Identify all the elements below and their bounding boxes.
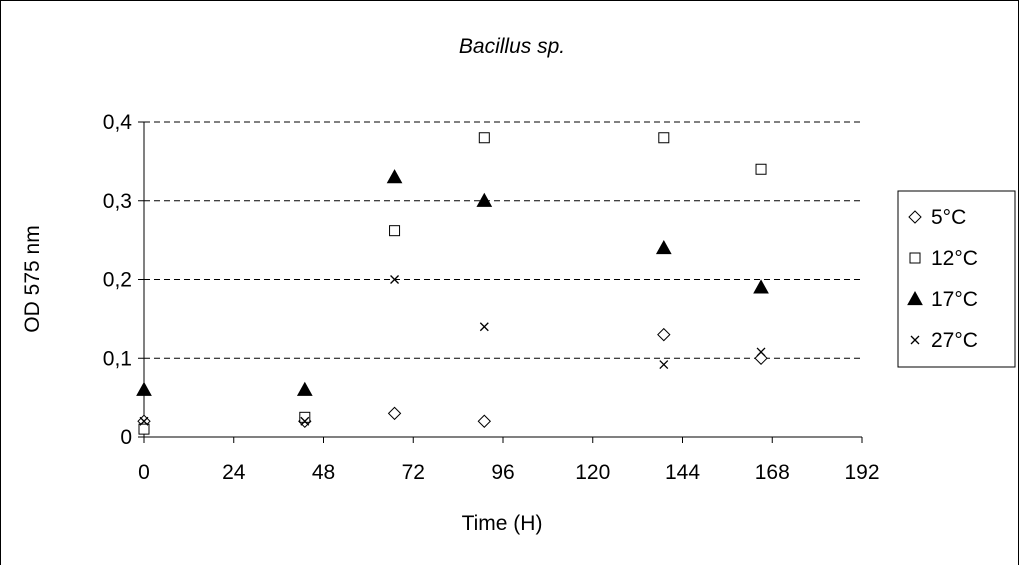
x-tick-label-0: 0 xyxy=(138,461,150,484)
legend-label-1: 12°C xyxy=(931,247,978,270)
x-tick-label-8: 192 xyxy=(844,461,879,484)
legend-label-0: 5°C xyxy=(931,206,966,229)
x-tick-label-3: 72 xyxy=(402,461,425,484)
chart-title: Bacillus sp. xyxy=(459,35,565,58)
data-points xyxy=(136,132,769,435)
y-tick-labels: 0 0,1 0,2 0,3 0,4 xyxy=(103,111,133,449)
point-0-2 xyxy=(387,406,402,421)
legend-marker-2 xyxy=(907,290,923,306)
axes xyxy=(138,121,863,443)
y-axis-label: OD 575 nm xyxy=(21,225,44,332)
x-tick-label-1: 24 xyxy=(222,461,246,484)
y-tick-label-2: 0,2 xyxy=(103,269,132,292)
x-tick-labels: 0 24 48 72 96 120 144 168 192 xyxy=(138,461,879,484)
y-tick-label-0: 0 xyxy=(120,426,132,449)
point-0-4 xyxy=(657,327,671,342)
x-tick-label-2: 48 xyxy=(312,461,335,484)
point-1-4 xyxy=(658,132,670,144)
point-3-3 xyxy=(479,322,489,332)
point-1-0 xyxy=(138,423,150,435)
grid-lines xyxy=(144,121,862,359)
point-0-3 xyxy=(477,414,492,428)
point-2-1 xyxy=(296,381,313,396)
y-tick-label-1: 0,1 xyxy=(103,347,132,370)
y-tick-label-3: 0,3 xyxy=(103,190,132,213)
point-1-5 xyxy=(755,163,767,175)
point-2-5 xyxy=(753,279,769,294)
x-tick-label-7: 168 xyxy=(755,461,790,484)
point-3-5 xyxy=(756,347,766,357)
point-1-3 xyxy=(478,132,490,144)
point-2-4 xyxy=(655,239,672,255)
legend-marker-3 xyxy=(910,335,920,345)
legend-label-2: 17°C xyxy=(931,288,978,311)
point-2-2 xyxy=(386,169,403,184)
x-tick-label-4: 96 xyxy=(491,461,514,484)
x-tick-label-6: 144 xyxy=(665,461,700,484)
point-3-4 xyxy=(659,360,669,370)
legend-marker-1 xyxy=(909,252,921,264)
point-2-0 xyxy=(136,381,152,396)
legend: 5°C 12°C 17°C 27°C xyxy=(897,190,1016,368)
legend-label-3: 27°C xyxy=(931,329,978,352)
point-1-2 xyxy=(389,225,401,237)
y-tick-label-4: 0,4 xyxy=(103,111,133,134)
point-3-2 xyxy=(390,275,400,284)
point-2-3 xyxy=(476,192,493,207)
legend-marker-0 xyxy=(908,210,922,224)
point-1-1 xyxy=(299,411,311,423)
x-tick-label-5: 120 xyxy=(575,461,610,484)
point-0-5 xyxy=(754,351,768,365)
point-3-0 xyxy=(139,416,149,426)
point-3-1 xyxy=(300,416,310,426)
x-axis-label: Time (H) xyxy=(462,512,543,535)
